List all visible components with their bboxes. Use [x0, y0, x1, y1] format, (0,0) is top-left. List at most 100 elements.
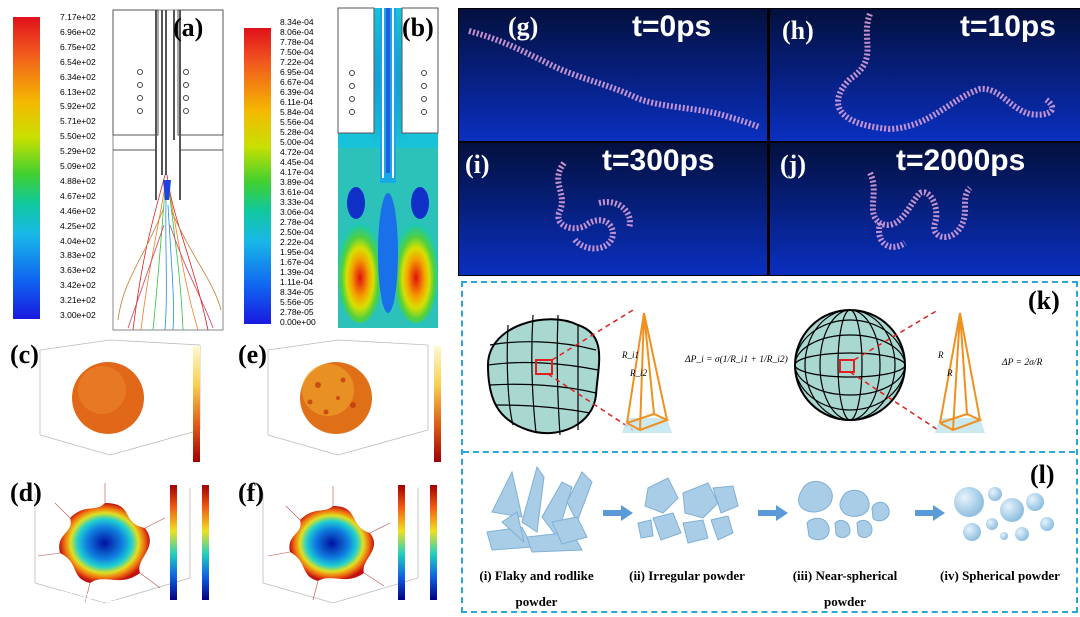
- nozzle-a: [112, 9, 224, 331]
- watermark-logo: ◎ 大数跨境: [14, 589, 118, 613]
- colorbar-tick: 7.17e+02: [60, 12, 96, 22]
- powder-label-3: (iii) Near-spherical powder: [775, 568, 915, 610]
- colorbar-tick: 6.75e+02: [60, 41, 96, 52]
- colorbar-f1: [398, 485, 405, 600]
- colorbar-f2: [430, 485, 437, 600]
- colorbar-tick: 3.33e-04: [280, 197, 314, 207]
- colorbar-tick: 5.56e-05: [280, 297, 314, 307]
- equation-right: ΔP = 2σ/R: [1002, 358, 1043, 368]
- panel-label-g: (g): [508, 12, 539, 41]
- colorbar-tick: 1.11e-04: [280, 277, 313, 287]
- colorbar-tick: 2.50e-04: [280, 227, 314, 237]
- colorbar-tick: 5.00e-04: [280, 137, 314, 147]
- md-panel-i: [459, 143, 767, 275]
- colorbar-tick: 1.67e-04: [280, 257, 314, 267]
- colorbar-tick: 3.61e-04: [280, 187, 314, 197]
- powder-stage-3: [798, 480, 890, 541]
- spherical-droplet: [794, 309, 939, 431]
- powder-label-3-line1: (iii) Near-spherical: [792, 568, 898, 583]
- panel-label-e: (e): [238, 340, 267, 369]
- powder-label-1-line2: powder: [515, 594, 558, 609]
- colorbar-tick: 8.06e-04: [280, 27, 314, 37]
- dashed-divider: [463, 451, 1075, 453]
- colorbar-tick: 5.56e-04: [280, 117, 314, 127]
- colorbar-tick: 5.92e+02: [60, 101, 96, 112]
- colorbar-tick: 2.22e-04: [280, 237, 314, 247]
- sphere-plot-e: [267, 339, 429, 456]
- colorbar-d1: [170, 485, 177, 600]
- md-panel-g: [459, 9, 767, 141]
- panel-label-i: (i): [465, 150, 490, 179]
- colorbar-tick: 6.67e-04: [280, 77, 314, 87]
- dashed-frame: [461, 281, 1078, 613]
- arrow-1: [603, 505, 633, 521]
- powder-label-1: (i) Flaky and rodlike powder: [464, 568, 609, 610]
- panel-label-j: (j): [780, 150, 806, 179]
- sphere-plot-c: [39, 339, 201, 456]
- colorbar-tick: 7.50e-04: [280, 47, 314, 57]
- arrow-3: [915, 505, 945, 521]
- r-label-1: R: [938, 350, 944, 360]
- arrow-2: [758, 505, 788, 521]
- colorbar-a: [13, 17, 40, 319]
- md-time-i: t=300ps: [602, 144, 715, 177]
- colorbar-tick: 2.78e-05: [280, 307, 314, 317]
- cone-diagram-left: [622, 312, 672, 433]
- panel-label-k: (k): [1028, 286, 1060, 315]
- colorbar-tick: 4.17e-04: [280, 167, 314, 177]
- panel-label-a: (a): [173, 13, 204, 42]
- colorbar-tick: 5.28e-04: [280, 127, 314, 137]
- colorbar-tick: 1.95e-04: [280, 247, 314, 257]
- r-label-2: R: [947, 368, 953, 378]
- colorbar-tick: 4.72e-04: [280, 147, 314, 157]
- md-time-j: t=2000ps: [896, 144, 1026, 177]
- colorbar-tick: 3.06e-04: [280, 207, 314, 217]
- colorbar-tick: 5.09e+02: [60, 161, 96, 171]
- panel-label-l: (l): [1030, 460, 1055, 489]
- r1-label: R_i1: [622, 350, 639, 360]
- colorbar-d2: [202, 485, 209, 600]
- colorbar-tick: 4.88e+02: [60, 175, 96, 186]
- powder-stage-2: [637, 477, 739, 544]
- colorbar-tick: 3.00e+02: [60, 310, 96, 320]
- colorbar-tick: 4.46e+02: [60, 205, 96, 216]
- colorbar-tick: 3.83e+02: [60, 250, 96, 261]
- colorbar-tick: 5.84e-04: [280, 107, 314, 117]
- colorbar-tick: 0.00e+00: [280, 317, 316, 327]
- md-time-g: t=0ps: [632, 10, 712, 43]
- colorbar-tick: 8.34e-04: [280, 17, 314, 27]
- colorbar-tick: 6.96e+02: [60, 26, 96, 37]
- md-panel-j: [770, 143, 1080, 275]
- md-time-h: t=10ps: [960, 10, 1056, 43]
- colorbar-tick: 4.45e-04: [280, 157, 314, 167]
- colorbar-tick: 6.95e-04: [280, 67, 314, 77]
- colorbar-tick: 6.39e-04: [280, 87, 314, 97]
- panel-label-h: (h): [782, 16, 814, 45]
- flower-plot-d: [34, 483, 191, 604]
- colorbar-tick: 5.50e+02: [60, 131, 96, 142]
- colorbar-tick: 3.63e+02: [60, 265, 96, 276]
- colorbar-tick: 6.11e-04: [280, 97, 313, 107]
- colorbar-tick: 8.34e-05: [280, 287, 314, 297]
- panel-label-f: (f): [238, 478, 264, 507]
- colorbar-tick: 3.42e+02: [60, 280, 96, 291]
- colorbar-tick: 4.25e+02: [60, 220, 96, 231]
- irregular-droplet: [486, 309, 634, 436]
- panel-label-c: (c): [10, 340, 39, 369]
- colorbar-tick: 7.22e-04: [280, 57, 314, 67]
- powder-stage-4: [954, 487, 1054, 541]
- colorbar-tick: 6.13e+02: [60, 86, 96, 97]
- colorbar-tick: 6.54e+02: [60, 56, 96, 67]
- panel-label-d: (d): [10, 478, 42, 507]
- colorbar-tick: 6.34e+02: [60, 71, 96, 82]
- colorbar-tick: 3.21e+02: [60, 295, 96, 306]
- md-panel-h: [770, 9, 1080, 141]
- colorbar-tick: 3.89e-04: [280, 177, 314, 187]
- colorbar-tick: 4.67e+02: [60, 190, 96, 201]
- panel-label-b: (b): [402, 13, 434, 42]
- colorbar-b: [244, 28, 271, 324]
- colorbar-tick: 7.78e-04: [280, 37, 314, 47]
- cone-diagram-right: [935, 312, 985, 433]
- colorbar-c: [193, 346, 200, 462]
- colorbar-tick: 5.71e+02: [60, 116, 96, 127]
